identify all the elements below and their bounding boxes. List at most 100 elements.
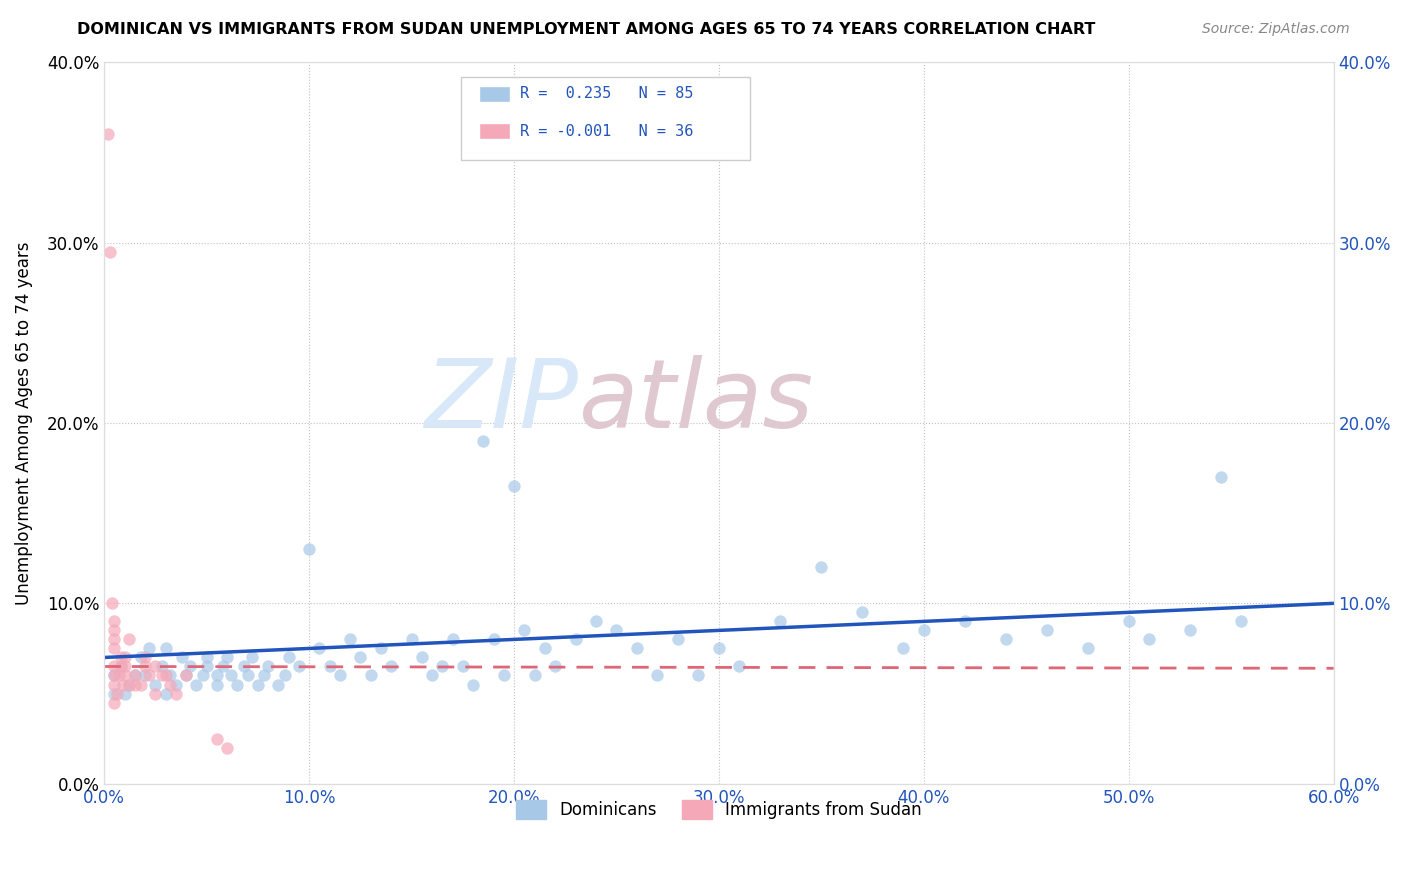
Point (103, 696, 125, 710)
Point (110, 659, 132, 673)
Point (103, 615, 125, 629)
Point (236, 668, 259, 682)
Point (134, 668, 156, 682)
Point (728, 659, 751, 673)
Point (533, 641, 555, 656)
Point (232, 659, 254, 673)
Point (253, 668, 276, 682)
Point (103, 659, 125, 673)
Text: Source: ZipAtlas.com: Source: ZipAtlas.com (1202, 22, 1350, 37)
Point (1077, 641, 1099, 656)
Point (159, 668, 181, 682)
Point (851, 605, 873, 619)
Point (205, 731, 228, 746)
Point (134, 659, 156, 673)
Point (165, 677, 187, 691)
Point (1230, 615, 1253, 629)
Point (441, 632, 464, 647)
Point (810, 560, 832, 574)
Point (1209, 470, 1232, 484)
Point (626, 641, 648, 656)
Point (138, 641, 160, 656)
Point (150, 659, 173, 673)
Point (891, 641, 914, 656)
Text: DOMINICAN VS IMMIGRANTS FROM SUDAN UNEMPLOYMENT AMONG AGES 65 TO 74 YEARS CORREL: DOMINICAN VS IMMIGRANTS FROM SUDAN UNEMP… (77, 22, 1095, 37)
Point (277, 650, 299, 665)
Point (118, 632, 141, 647)
Point (114, 650, 136, 665)
Point (155, 668, 177, 682)
Point (103, 632, 125, 647)
Point (564, 632, 586, 647)
Point (482, 632, 505, 647)
Point (138, 668, 160, 682)
Bar (479, 86, 510, 102)
Point (110, 650, 132, 665)
Point (172, 650, 194, 665)
Point (97, 128, 120, 142)
Point (124, 668, 146, 682)
Point (114, 668, 136, 682)
Point (298, 542, 321, 557)
Point (605, 624, 627, 638)
Point (1118, 615, 1140, 629)
Point (110, 659, 132, 673)
Point (513, 624, 536, 638)
Legend: Dominicans, Immigrants from Sudan: Dominicans, Immigrants from Sudan (509, 793, 928, 826)
Point (129, 677, 152, 691)
Point (103, 624, 125, 638)
Point (267, 677, 290, 691)
Point (103, 668, 125, 682)
Point (111, 677, 134, 691)
Point (100, 244, 122, 259)
Point (349, 650, 371, 665)
Point (191, 668, 214, 682)
Point (472, 434, 495, 448)
Point (124, 668, 146, 682)
Point (953, 615, 976, 629)
Point (647, 668, 669, 682)
FancyBboxPatch shape (461, 77, 749, 160)
Point (103, 687, 125, 701)
Y-axis label: Unemployment Among Ages 65 to 74 years: Unemployment Among Ages 65 to 74 years (15, 241, 32, 605)
Point (666, 632, 689, 647)
Point (360, 668, 382, 682)
Point (585, 615, 607, 629)
Point (114, 659, 136, 673)
Point (217, 740, 239, 755)
Point (240, 650, 263, 665)
Point (544, 659, 567, 673)
Point (103, 677, 125, 691)
Point (219, 668, 242, 682)
Point (707, 641, 730, 656)
Point (105, 687, 128, 701)
Point (205, 668, 228, 682)
Text: atlas: atlas (578, 355, 813, 448)
Point (118, 677, 141, 691)
Point (451, 659, 474, 673)
Point (288, 659, 311, 673)
Point (159, 677, 181, 691)
Point (226, 677, 249, 691)
Point (165, 687, 187, 701)
Text: ZIP: ZIP (423, 355, 578, 448)
Point (217, 650, 239, 665)
Point (103, 668, 125, 682)
Point (145, 659, 167, 673)
Point (118, 677, 141, 691)
Point (308, 641, 330, 656)
Point (329, 668, 352, 682)
Point (401, 632, 423, 647)
Point (179, 659, 201, 673)
Point (101, 596, 124, 610)
Point (129, 650, 152, 665)
Point (1137, 632, 1160, 647)
Point (503, 479, 526, 493)
Point (124, 677, 146, 691)
Text: R = -0.001   N = 36: R = -0.001 N = 36 (520, 124, 693, 139)
Point (1036, 624, 1059, 638)
Point (155, 687, 177, 701)
Bar (479, 123, 510, 139)
Text: R =  0.235   N = 85: R = 0.235 N = 85 (520, 87, 693, 102)
Point (150, 668, 173, 682)
